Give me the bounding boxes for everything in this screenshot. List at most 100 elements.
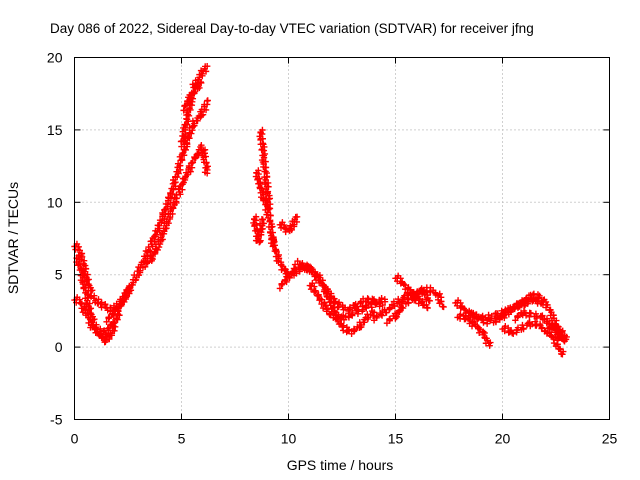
data-point <box>185 112 193 119</box>
data-point <box>251 221 258 229</box>
data-point <box>199 111 207 118</box>
data-point <box>478 314 485 322</box>
y-tick-label: 15 <box>47 122 63 138</box>
data-point <box>486 342 493 349</box>
data-point <box>270 241 277 249</box>
data-point <box>257 135 265 142</box>
data-point <box>201 150 208 157</box>
data-point <box>193 117 200 124</box>
data-point <box>407 289 415 297</box>
data-point <box>263 173 271 181</box>
data-point <box>386 317 393 324</box>
y-tick-label: 10 <box>47 194 63 210</box>
data-points <box>71 62 570 358</box>
data-point <box>261 168 268 175</box>
data-point <box>111 323 119 331</box>
data-point <box>476 329 483 337</box>
data-point <box>461 306 469 314</box>
data-point <box>106 332 114 339</box>
plot-frame <box>74 57 610 420</box>
data-point <box>550 311 557 319</box>
data-point <box>260 163 267 171</box>
data-series <box>546 321 570 344</box>
data-point <box>203 62 211 70</box>
data-point <box>439 303 446 310</box>
data-point <box>260 220 267 227</box>
data-point <box>496 316 503 323</box>
data-point <box>372 301 379 308</box>
data-series <box>103 97 211 325</box>
data-point <box>176 185 183 193</box>
x-tick-label: 10 <box>281 431 297 447</box>
data-series <box>250 213 267 246</box>
data-point <box>92 324 100 331</box>
data-point <box>188 94 195 101</box>
data-point <box>114 316 121 323</box>
data-point <box>513 329 520 336</box>
data-point <box>472 321 479 328</box>
data-point <box>552 325 559 333</box>
data-series <box>306 280 389 323</box>
y-tick-label: 5 <box>55 267 63 283</box>
data-point <box>299 259 306 267</box>
data-point <box>376 298 383 306</box>
data-point <box>322 302 329 309</box>
data-point <box>132 277 139 284</box>
data-point <box>559 351 566 358</box>
data-point <box>504 309 512 316</box>
data-point <box>252 227 259 235</box>
data-point <box>88 287 96 294</box>
data-point <box>315 291 322 298</box>
data-point <box>91 316 98 323</box>
data-point <box>178 151 186 159</box>
data-point <box>162 200 170 208</box>
data-point <box>182 169 190 176</box>
data-point <box>362 303 370 311</box>
data-point <box>198 142 205 149</box>
data-point <box>150 250 157 258</box>
data-point <box>546 306 553 314</box>
data-point <box>114 307 122 314</box>
data-point <box>385 306 393 313</box>
data-point <box>255 180 262 187</box>
data-point <box>303 267 311 274</box>
data-point <box>487 339 494 346</box>
data-point <box>323 305 330 313</box>
data-point <box>350 328 358 335</box>
data-point <box>533 314 541 322</box>
data-point <box>538 324 546 331</box>
data-point <box>378 295 385 302</box>
data-point <box>86 282 93 289</box>
data-point <box>157 234 165 241</box>
data-point <box>520 307 528 315</box>
y-tick-label: 0 <box>55 339 63 355</box>
chart-title: Day 086 of 2022, Sidereal Day-to-day VTE… <box>50 21 534 36</box>
data-point <box>406 286 414 293</box>
x-tick-label: 5 <box>178 431 186 447</box>
data-series <box>383 285 433 327</box>
data-point <box>191 155 199 162</box>
data-point <box>266 218 274 226</box>
data-point <box>532 310 540 318</box>
data-point <box>77 299 84 307</box>
data-point <box>189 90 197 98</box>
data-point <box>203 170 211 177</box>
data-point <box>177 191 184 198</box>
data-point <box>264 190 271 197</box>
data-series <box>256 126 274 212</box>
data-point <box>514 314 521 321</box>
data-point <box>536 292 543 300</box>
data-point <box>483 320 491 327</box>
data-point <box>487 317 494 324</box>
y-axis-label: SDTVAR / TECUs <box>5 182 21 294</box>
data-point <box>126 285 133 292</box>
data-point <box>311 287 319 294</box>
data-point <box>322 283 329 291</box>
data-series <box>73 252 119 346</box>
data-point <box>141 263 149 270</box>
data-point <box>522 312 530 319</box>
data-point <box>75 243 82 250</box>
data-point <box>515 300 522 307</box>
data-point <box>103 318 110 325</box>
